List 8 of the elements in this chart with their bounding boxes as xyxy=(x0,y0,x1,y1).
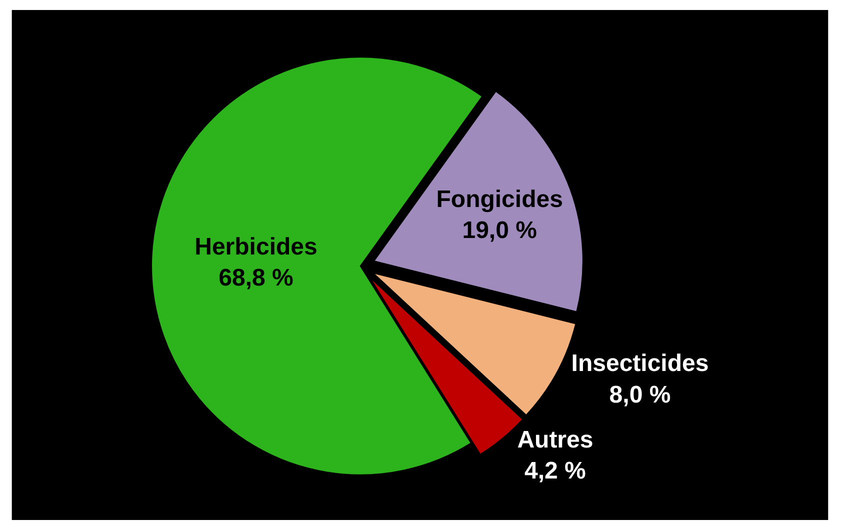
slice-label: Insecticides xyxy=(571,350,709,378)
data-label: 4,2 % xyxy=(524,458,586,485)
slice-label: Fongicides xyxy=(436,186,563,213)
slice-label: Herbicides xyxy=(194,234,318,261)
data-label: 19,0 % xyxy=(462,217,537,244)
data-label: 68,8 % xyxy=(218,264,294,292)
data-label: 8,0 % xyxy=(609,381,671,408)
slice-label: Autres xyxy=(517,426,594,454)
